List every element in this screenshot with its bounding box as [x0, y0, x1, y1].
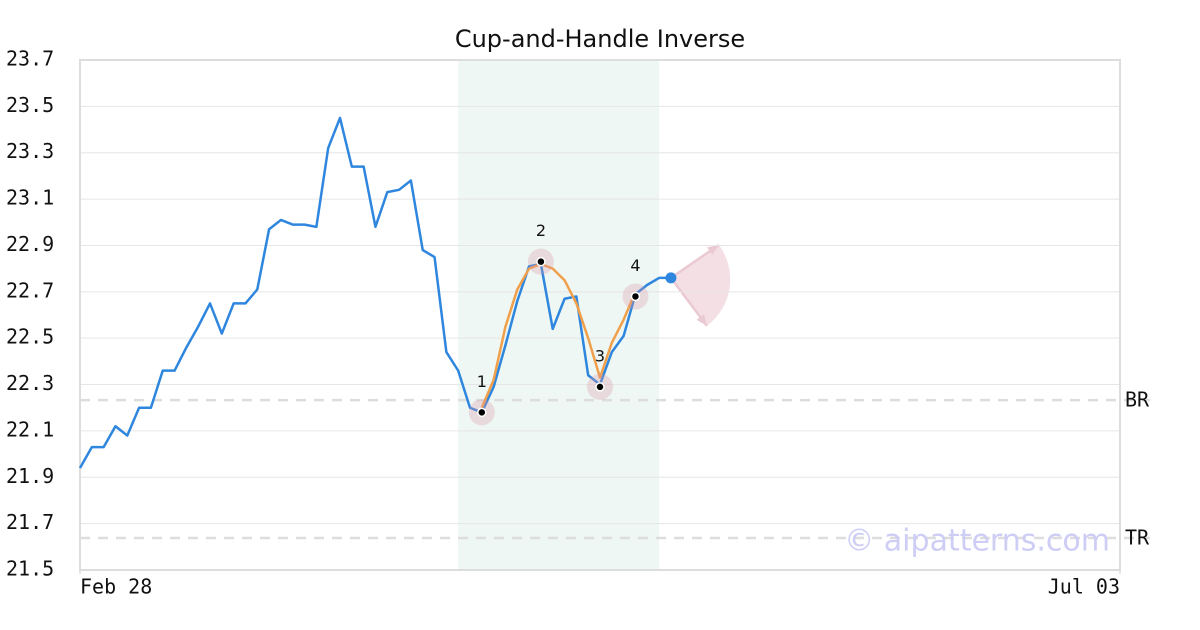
y-tick-label: 22.3 [6, 371, 54, 395]
series-line [480, 262, 637, 409]
level-label: BR [1125, 388, 1150, 412]
x-tick-label: Jul 03 [1048, 575, 1120, 599]
chart-title: Cup-and-Handle Inverse [455, 25, 745, 53]
pivot-label: 3 [595, 346, 605, 365]
pivot-dot [595, 382, 605, 392]
y-tick-label: 21.9 [6, 464, 54, 488]
pivot-label: 2 [536, 221, 546, 240]
arrow-head [696, 314, 707, 326]
y-tick-label: 22.9 [6, 232, 54, 256]
pivot-label: 1 [477, 372, 487, 391]
y-tick-label: 22.1 [6, 417, 54, 441]
pivot-dot [630, 291, 641, 302]
y-tick-label: 22.5 [6, 325, 54, 349]
last-point [665, 272, 677, 284]
arrow-head [707, 244, 719, 256]
plot-frame [79, 59, 1121, 571]
level-label: TR [1125, 526, 1150, 550]
y-tick-label: 21.5 [6, 557, 54, 581]
watermark: © aipatterns.com [844, 524, 1110, 559]
y-tick-label: 21.7 [6, 510, 54, 534]
pivot-dot [477, 407, 487, 418]
y-tick-label: 23.7 [6, 47, 54, 71]
y-tick-label: 23.1 [6, 186, 54, 210]
y-tick-label: 23.3 [6, 139, 54, 163]
projection-wedge [670, 244, 731, 326]
decorations [669, 243, 731, 327]
pivot-label: 4 [630, 256, 640, 275]
pivot-dot [536, 256, 546, 267]
y-tick-label: 22.7 [6, 278, 54, 302]
y-tick-label: 23.5 [6, 93, 54, 117]
x-tick-label: Feb 28 [80, 575, 152, 599]
